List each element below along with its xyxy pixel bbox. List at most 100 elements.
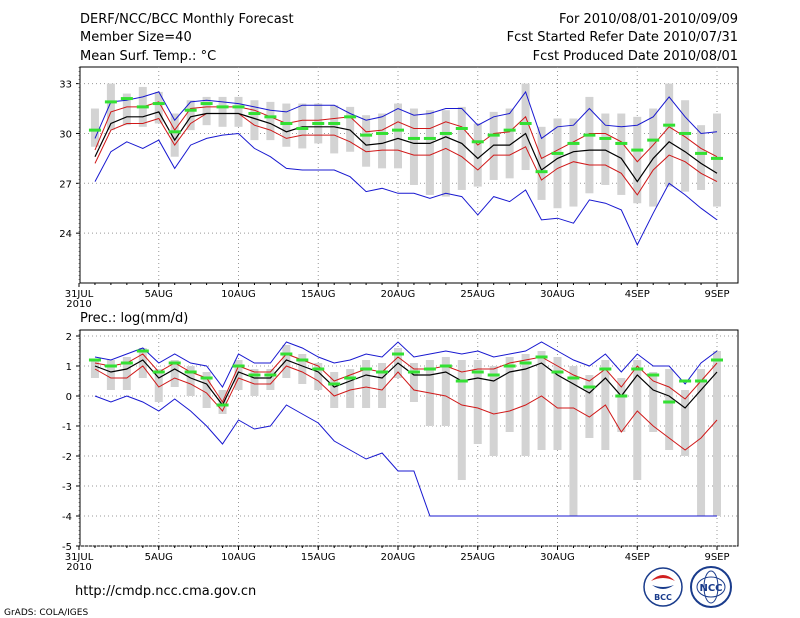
precip-spread-box [234, 360, 243, 390]
precip-obs-marker [104, 364, 117, 368]
temp-plot-frame [79, 66, 739, 284]
temp-obs-marker [136, 105, 149, 109]
precip-obs-marker [216, 403, 229, 407]
temp-obs-marker [487, 133, 500, 137]
temp-spread-box [394, 103, 402, 169]
precip-spread-box [362, 360, 371, 408]
temp-obs-marker [519, 121, 532, 125]
precip-obs-marker [248, 373, 261, 377]
temp-obs-marker [280, 121, 293, 125]
precip-obs-marker [567, 376, 580, 380]
temp-mean-line [94, 111, 718, 183]
temp-spread-box [378, 113, 387, 169]
precip-spread-box [489, 366, 498, 456]
precip-obs-marker [647, 373, 660, 377]
precip-spread-box [649, 372, 658, 432]
temp-upper-line [94, 101, 718, 163]
temp-obs-marker [184, 108, 197, 112]
temp-ytick-label: 30 [59, 129, 72, 140]
precip-obs-marker [328, 382, 341, 386]
precip-spread-box [106, 360, 115, 390]
precip-xtick-label: 15AUG [301, 552, 336, 563]
temp-year-label: 2010 [66, 299, 91, 310]
temp-spread-box [122, 93, 131, 126]
precip-obs-marker [184, 370, 197, 374]
precip-spread-box [266, 369, 275, 390]
temp-ytick-label: 27 [59, 179, 72, 190]
precip-spread-box [250, 369, 259, 396]
temp-spread-box [473, 123, 482, 187]
temp-spread-box [617, 113, 626, 195]
temp-spread-box [521, 83, 530, 171]
temp-obs-marker [599, 136, 612, 140]
temp-obs-marker [376, 131, 389, 135]
precip-xtick-label: 5AUG [145, 552, 173, 563]
precip-obs-marker [88, 358, 101, 362]
temp-spread-box [489, 111, 498, 180]
precip-spread-box [713, 351, 721, 516]
precip-spread-box [505, 357, 514, 432]
precip-spread-box [441, 357, 450, 426]
precip-obs-marker [711, 358, 723, 362]
forecast-period: For 2010/08/01-2010/09/09 [559, 12, 738, 27]
temp-obs-marker [264, 115, 277, 119]
website-url[interactable]: http://cmdp.ncc.cma.gov.cn [75, 584, 256, 599]
temp-obs-marker [248, 112, 261, 116]
precip-obs-marker [152, 370, 165, 374]
temp-xtick-label: 5AUG [145, 289, 173, 300]
temp-obs-marker [152, 102, 165, 106]
precip-spread-box [617, 378, 626, 432]
precip-obs-marker [312, 367, 325, 371]
precip-obs-marker [168, 361, 181, 365]
temp-spread-box [218, 96, 227, 127]
precip-obs-marker [120, 361, 133, 365]
precip-obs-marker [360, 367, 373, 371]
temp-obs-marker [360, 133, 373, 137]
precip-ytick-label: -3 [62, 482, 72, 493]
temp-xtick-label: 10AUG [221, 289, 256, 300]
temp-obs-marker [679, 131, 692, 135]
precip-spread-box [585, 375, 594, 438]
temp-spread-box [441, 110, 450, 197]
temp-obs-marker [471, 140, 484, 144]
precip-lower-line [94, 365, 718, 451]
temp-ytick-label: 24 [59, 229, 72, 240]
temp-obs-marker [631, 148, 644, 152]
precip-spread-box [409, 363, 418, 402]
temp-obs-marker [647, 138, 660, 142]
precip-xtick-label: 25AUG [460, 552, 495, 563]
temp-spread-box [298, 103, 307, 149]
temp-obs-marker [439, 131, 452, 135]
temp-spread-box [601, 113, 610, 185]
precip-obs-marker [695, 379, 708, 383]
precip-year-label: 2010 [66, 562, 91, 573]
precip-obs-marker [264, 373, 277, 377]
temp-spread-box [553, 118, 562, 209]
temp-xtick-label: 31JUL [65, 289, 94, 300]
precip-spread-box [314, 363, 323, 390]
precip-ytick-label: 2 [66, 332, 72, 343]
temp-obs-marker [312, 121, 325, 125]
precip-obs-marker [407, 370, 420, 374]
precip-xtick-label: 10AUG [221, 552, 256, 563]
temp-xtick-label: 30AUG [540, 289, 575, 300]
precip-obs-marker [455, 379, 468, 383]
grads-credit: GrADS: COLA/IGES [4, 608, 88, 618]
temp-ytick-label: 33 [59, 80, 72, 91]
temp-spread-box [537, 126, 546, 200]
precip-upper-line [94, 353, 718, 404]
precip-obs-marker [136, 349, 149, 353]
temp-spread-box [106, 83, 115, 131]
temp-obs-marker [104, 100, 117, 104]
bcc-logo-text: BCC [654, 593, 672, 602]
temp-xtick-label: 4SEP [625, 289, 650, 300]
precip-spread-box [90, 360, 99, 378]
temperature-panel: 24 27 30 33 31JUL 5AUG 10AUG 15AUG 20AUG 25AUG 30A… [59, 66, 739, 310]
precip-min-line [94, 395, 717, 517]
precip-ytick-label: -4 [62, 512, 72, 523]
temp-spread-box [266, 101, 275, 141]
precip-obs-marker [344, 376, 357, 380]
precip-obs-marker [503, 364, 516, 368]
precip-ytick-label: -5 [62, 542, 72, 553]
